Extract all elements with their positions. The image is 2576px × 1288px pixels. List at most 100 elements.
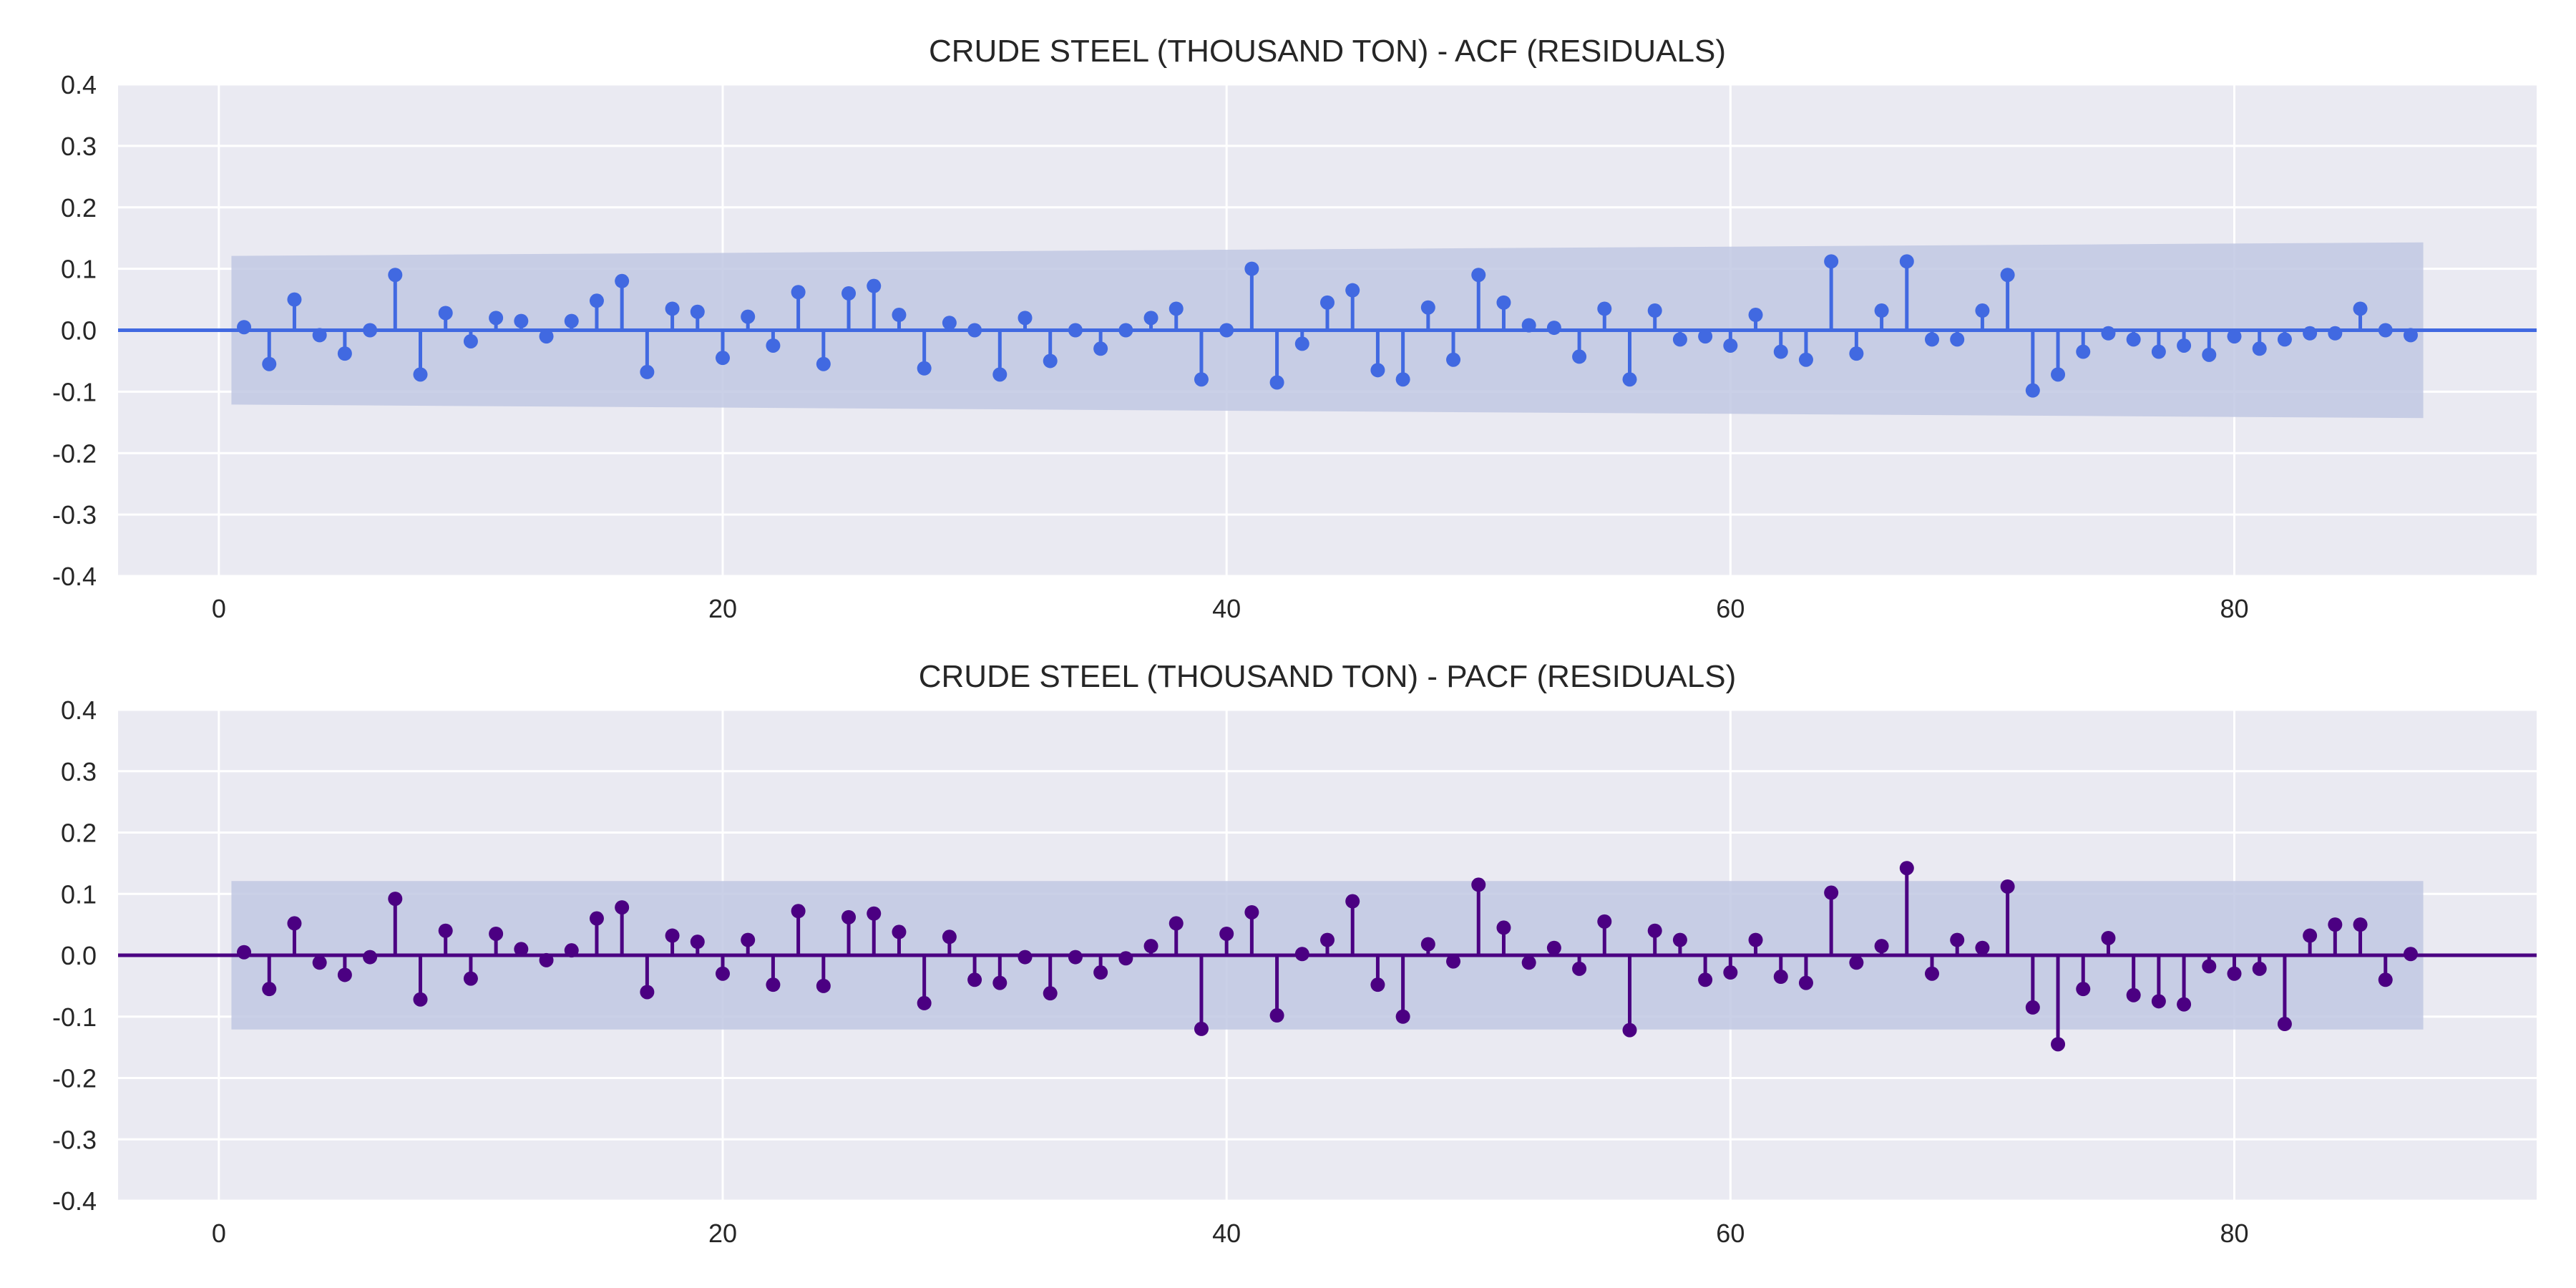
acf-ytick-label: 0.2 xyxy=(61,193,97,223)
acf-marker-lag-44 xyxy=(1320,295,1335,310)
pacf-marker-lag-1 xyxy=(237,945,252,960)
pacf-marker-lag-15 xyxy=(589,911,604,926)
pacf-marker-lag-84 xyxy=(2328,917,2343,932)
pacf-marker-lag-28 xyxy=(917,995,932,1010)
pacf-marker-lag-26 xyxy=(867,906,882,921)
acf-marker-lag-9 xyxy=(438,306,453,321)
pacf-marker-lag-71 xyxy=(2000,879,2015,894)
pacf-ytick-label: -0.1 xyxy=(52,1002,97,1032)
pacf-marker-lag-29 xyxy=(942,930,957,945)
acf-marker-lag-60 xyxy=(1723,338,1738,353)
acf-marker-lag-25 xyxy=(841,286,857,301)
pacf-marker-lag-77 xyxy=(2151,994,2166,1009)
acf-marker-lag-58 xyxy=(1672,332,1687,347)
acf-title: CRUDE STEEL (THOUSAND TON) - ACF (RESIDU… xyxy=(929,34,1726,69)
acf-marker-lag-37 xyxy=(1143,311,1158,326)
pacf-marker-lag-55 xyxy=(1597,914,1612,929)
pacf-marker-lag-67 xyxy=(1899,861,1914,876)
acf-marker-lag-1 xyxy=(237,320,252,335)
pacf-marker-lag-47 xyxy=(1395,1009,1410,1024)
pacf-panel: -0.4 -0.3 -0.2 -0.1 0.0 0.1 0.2 0.3 0.4 0 20 40 60 80… xyxy=(52,659,2537,1248)
pacf-marker-lag-6 xyxy=(363,950,378,965)
pacf-marker-lag-38 xyxy=(1169,916,1184,931)
pacf-ytick-label: 0.2 xyxy=(61,819,97,848)
acf-marker-lag-31 xyxy=(992,367,1008,382)
acf-marker-lag-78 xyxy=(2177,338,2192,353)
acf-marker-lag-46 xyxy=(1370,363,1385,378)
acf-marker-lag-35 xyxy=(1093,341,1108,356)
acf-marker-lag-14 xyxy=(564,313,579,328)
pacf-marker-lag-80 xyxy=(2227,966,2242,981)
acf-marker-lag-47 xyxy=(1395,372,1410,387)
acf-marker-lag-72 xyxy=(2025,383,2040,398)
acf-panel: -0.4 -0.3 -0.2 -0.1 0.0 0.1 0.2 0.3 0.4 0 20 40 60 80… xyxy=(52,34,2537,623)
acf-marker-lag-10 xyxy=(463,333,478,348)
pacf-ytick-label: -0.3 xyxy=(52,1125,97,1154)
acf-marker-lag-39 xyxy=(1194,372,1209,387)
pacf-marker-lag-58 xyxy=(1672,932,1687,947)
acf-marker-lag-87 xyxy=(2403,328,2418,343)
acf-xtick-label: 60 xyxy=(1716,594,1745,623)
pacf-marker-lag-65 xyxy=(1849,955,1864,970)
pacf-marker-lag-78 xyxy=(2177,997,2192,1012)
acf-marker-lag-64 xyxy=(1824,254,1839,269)
acf-marker-lag-42 xyxy=(1269,375,1284,390)
acf-marker-lag-50 xyxy=(1471,268,1486,283)
pacf-marker-lag-48 xyxy=(1420,937,1435,952)
pacf-marker-lag-14 xyxy=(564,943,579,958)
acf-ytick-label: -0.3 xyxy=(52,500,97,530)
acf-marker-lag-3 xyxy=(287,292,302,307)
acf-marker-lag-4 xyxy=(312,328,327,343)
pacf-marker-lag-43 xyxy=(1294,947,1309,962)
acf-marker-lag-67 xyxy=(1899,254,1914,269)
pacf-marker-lag-7 xyxy=(388,892,403,907)
acf-marker-lag-36 xyxy=(1118,323,1133,338)
acf-marker-lag-63 xyxy=(1798,352,1813,367)
pacf-marker-lag-34 xyxy=(1068,950,1083,965)
acf-marker-lag-30 xyxy=(967,323,982,338)
pacf-marker-lag-59 xyxy=(1698,972,1713,987)
pacf-marker-lag-45 xyxy=(1345,894,1360,909)
pacf-marker-lag-36 xyxy=(1118,951,1133,966)
pacf-marker-lag-23 xyxy=(791,904,806,919)
pacf-ytick-label: 0.1 xyxy=(61,879,97,909)
pacf-marker-lag-56 xyxy=(1622,1023,1637,1038)
acf-marker-lag-85 xyxy=(2353,301,2368,316)
acf-marker-lag-79 xyxy=(2202,347,2217,362)
pacf-marker-lag-76 xyxy=(2126,987,2141,1002)
pacf-marker-lag-39 xyxy=(1194,1021,1209,1036)
acf-marker-lag-51 xyxy=(1496,295,1511,310)
acf-ytick-label: 0.3 xyxy=(61,132,97,161)
pacf-marker-lag-63 xyxy=(1798,975,1813,990)
acf-marker-lag-2 xyxy=(262,356,277,371)
pacf-marker-lag-51 xyxy=(1496,920,1511,935)
pacf-marker-lag-20 xyxy=(716,966,730,981)
acf-marker-lag-74 xyxy=(2076,344,2091,359)
pacf-marker-lag-82 xyxy=(2277,1017,2292,1032)
pacf-marker-lag-44 xyxy=(1320,932,1335,947)
pacf-marker-lag-86 xyxy=(2378,972,2393,987)
acf-marker-lag-54 xyxy=(1572,349,1587,364)
acf-marker-lag-57 xyxy=(1647,303,1662,318)
acf-marker-lag-20 xyxy=(716,351,730,366)
acf-marker-lag-40 xyxy=(1219,323,1234,338)
acf-marker-lag-17 xyxy=(640,364,655,379)
acf-marker-lag-61 xyxy=(1748,308,1763,323)
pacf-marker-lag-50 xyxy=(1471,877,1486,892)
pacf-marker-lag-8 xyxy=(413,992,428,1007)
pacf-marker-lag-21 xyxy=(741,932,756,947)
pacf-marker-lag-62 xyxy=(1773,970,1788,985)
acf-marker-lag-49 xyxy=(1446,352,1461,367)
acf-marker-lag-7 xyxy=(388,268,403,283)
acf-ytick-label: 0.1 xyxy=(61,255,97,284)
pacf-marker-lag-74 xyxy=(2076,982,2091,997)
pacf-marker-lag-31 xyxy=(992,975,1008,990)
pacf-ytick-label: 0.3 xyxy=(61,757,97,786)
acf-marker-lag-55 xyxy=(1597,301,1612,316)
pacf-marker-lag-12 xyxy=(514,942,529,957)
acf-marker-lag-59 xyxy=(1698,329,1713,344)
pacf-marker-lag-2 xyxy=(262,982,277,997)
pacf-marker-lag-22 xyxy=(766,977,781,992)
acf-marker-lag-68 xyxy=(1925,332,1939,347)
